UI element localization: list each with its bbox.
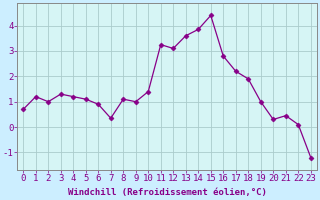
X-axis label: Windchill (Refroidissement éolien,°C): Windchill (Refroidissement éolien,°C)	[68, 188, 267, 197]
